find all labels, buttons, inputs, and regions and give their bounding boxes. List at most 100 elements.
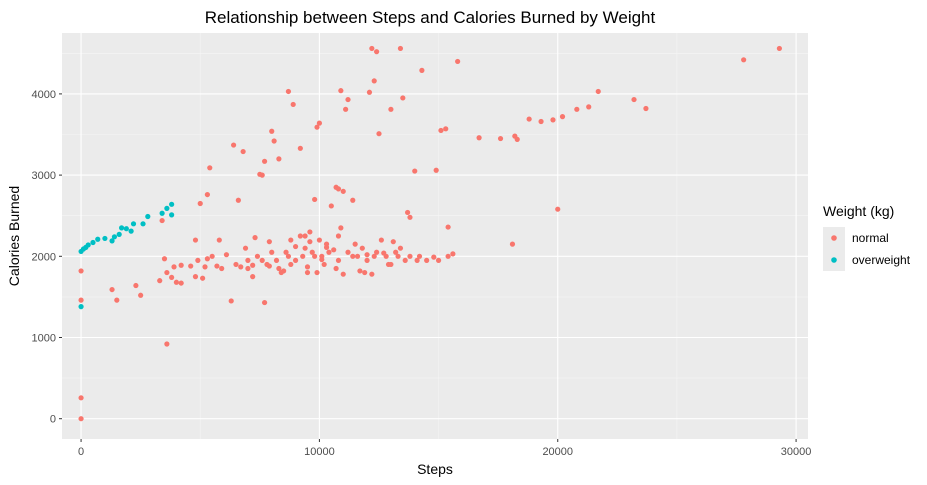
data-point-normal xyxy=(266,263,272,269)
data-point-normal xyxy=(266,239,272,245)
data-point-normal xyxy=(388,261,394,268)
data-point-normal xyxy=(371,78,377,84)
data-point-normal xyxy=(393,249,399,255)
data-point-normal xyxy=(416,253,423,259)
x-axis-title: Steps xyxy=(417,461,453,477)
data-point-normal xyxy=(283,249,289,255)
data-point-normal xyxy=(369,45,375,52)
data-point-normal xyxy=(333,265,339,272)
data-point-normal xyxy=(161,256,168,262)
data-point-normal xyxy=(314,269,320,276)
data-point-normal xyxy=(550,117,556,123)
data-point-normal xyxy=(338,225,344,231)
data-point-overweight xyxy=(164,205,170,211)
data-point-normal xyxy=(228,298,234,304)
data-point-normal xyxy=(445,224,451,230)
data-point-normal xyxy=(133,282,139,289)
data-point-normal xyxy=(195,257,201,263)
data-point-normal xyxy=(261,158,268,164)
data-point-normal xyxy=(397,45,404,52)
data-point-normal xyxy=(250,274,256,280)
chart-title: Relationship between Steps and Calories … xyxy=(205,8,656,27)
data-point-normal xyxy=(192,237,199,243)
data-point-normal xyxy=(231,142,237,148)
data-point-normal xyxy=(202,264,208,270)
data-point-normal xyxy=(164,341,170,347)
data-point-normal xyxy=(340,271,346,277)
data-point-normal xyxy=(338,88,344,94)
data-point-normal xyxy=(354,253,361,259)
x-tick-label: 10000 xyxy=(304,446,335,458)
data-point-overweight xyxy=(128,228,134,234)
data-point-normal xyxy=(200,275,206,281)
data-point-normal xyxy=(273,257,280,263)
x-tick-label: 30000 xyxy=(781,446,812,458)
data-point-normal xyxy=(157,278,163,284)
x-axis-ticks: 0 10000 20000 30000 xyxy=(78,439,811,458)
data-point-normal xyxy=(407,253,413,259)
data-point-normal xyxy=(335,233,342,239)
plot-panel xyxy=(62,33,808,439)
data-point-normal xyxy=(109,286,115,293)
legend-label-normal: normal xyxy=(852,231,889,245)
data-point-normal xyxy=(364,252,370,258)
data-point-normal xyxy=(390,239,396,245)
data-point-normal xyxy=(445,253,451,259)
data-point-normal xyxy=(433,167,439,173)
data-point-normal xyxy=(312,253,318,259)
data-point-normal xyxy=(741,57,747,63)
data-point-normal xyxy=(290,101,296,108)
data-point-normal xyxy=(269,128,275,134)
data-point-normal xyxy=(252,235,258,241)
data-point-normal xyxy=(307,239,313,245)
legend-label-overweight: overweight xyxy=(852,253,911,267)
data-point-normal xyxy=(509,241,516,247)
data-point-normal xyxy=(388,106,394,112)
data-point-normal xyxy=(443,126,449,132)
data-point-normal xyxy=(242,245,249,251)
data-point-normal xyxy=(214,263,220,269)
data-point-overweight xyxy=(145,213,151,220)
data-point-overweight xyxy=(95,236,101,242)
data-point-overweight xyxy=(159,210,165,216)
data-point-overweight xyxy=(123,226,129,232)
data-point-normal xyxy=(204,191,210,198)
data-point-normal xyxy=(276,156,282,162)
data-point-normal xyxy=(297,145,303,151)
data-point-normal xyxy=(538,118,544,125)
data-point-normal xyxy=(514,136,520,142)
data-point-normal xyxy=(345,249,351,255)
data-point-overweight xyxy=(169,212,175,218)
data-point-normal xyxy=(209,253,215,259)
legend-dot-overweight xyxy=(831,257,837,263)
legend: Weight (kg) normal overweight xyxy=(823,203,911,271)
data-point-normal xyxy=(376,131,382,137)
data-point-overweight xyxy=(169,201,175,207)
data-point-normal xyxy=(407,214,413,220)
data-point-normal xyxy=(238,264,244,270)
data-point-normal xyxy=(304,269,311,276)
data-point-normal xyxy=(297,233,303,239)
data-point-normal xyxy=(404,209,411,216)
y-tick-label: 4000 xyxy=(32,89,56,101)
data-point-normal xyxy=(364,257,370,263)
data-point-normal xyxy=(328,203,334,209)
data-point-normal xyxy=(314,124,320,130)
data-point-normal xyxy=(595,88,601,95)
data-point-normal xyxy=(331,247,337,253)
data-point-normal xyxy=(250,262,256,268)
data-point-normal xyxy=(178,262,184,268)
data-point-normal xyxy=(455,58,461,65)
data-point-normal xyxy=(435,257,442,263)
data-point-normal xyxy=(559,114,566,120)
data-point-normal xyxy=(233,261,239,268)
data-point-normal xyxy=(424,257,430,263)
data-point-normal xyxy=(335,186,342,192)
data-point-normal xyxy=(402,257,408,263)
y-tick-label: 2000 xyxy=(32,251,56,263)
data-point-normal xyxy=(316,237,323,243)
data-point-normal xyxy=(586,104,592,110)
data-point-normal xyxy=(171,264,177,270)
data-point-normal xyxy=(78,395,84,401)
data-point-normal xyxy=(316,120,323,126)
